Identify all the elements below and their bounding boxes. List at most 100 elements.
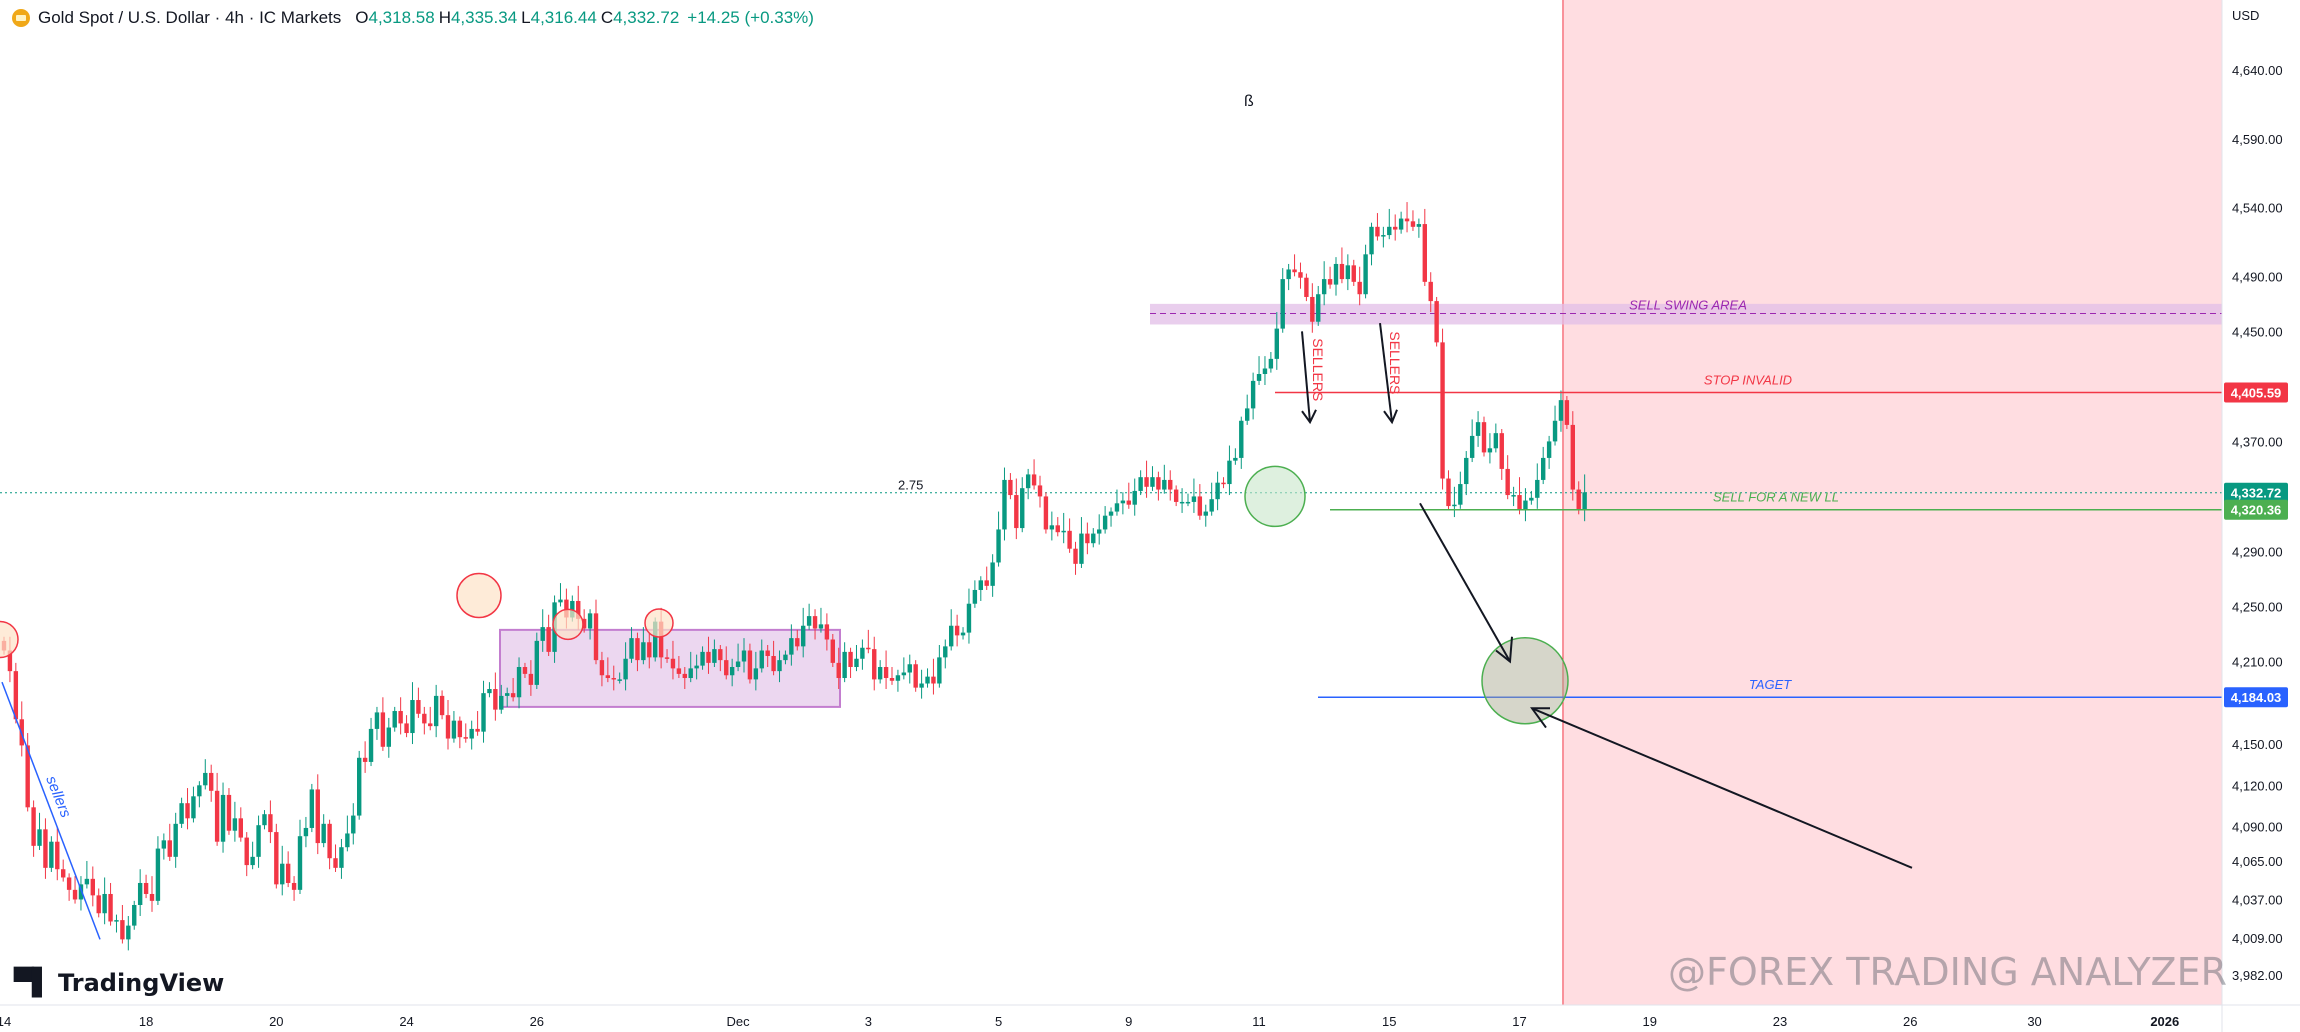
currency-label[interactable]: USD [2232, 8, 2260, 23]
candle-body [1067, 530, 1072, 549]
candle-body [516, 667, 522, 698]
candle-body [611, 678, 616, 680]
candle-body [1535, 479, 1540, 498]
swing-high-circle [552, 608, 584, 641]
candle-body [729, 667, 735, 676]
time-tick-label: 3 [865, 1014, 872, 1029]
candle-body [1245, 408, 1250, 421]
candle-body [339, 847, 344, 868]
candle-body [167, 840, 172, 857]
candle-body [1250, 380, 1256, 409]
candle-body [351, 815, 356, 834]
entry-price-tag-box [2224, 499, 2288, 520]
candle-body [1369, 226, 1374, 255]
support-circle [1244, 465, 1306, 528]
candle-body [66, 877, 72, 890]
candle-body [510, 693, 516, 698]
candle-body [842, 651, 847, 679]
candle-body [1404, 218, 1410, 222]
candle-body [439, 695, 445, 716]
candle-body [238, 818, 243, 838]
gold-coin-icon [12, 9, 30, 27]
candle-body [256, 825, 261, 857]
candle-body [280, 863, 285, 885]
candle-body [1025, 474, 1031, 489]
candle-body [315, 789, 320, 844]
candle-body [664, 657, 670, 659]
candle-body [522, 667, 528, 674]
candle-body [1393, 226, 1398, 230]
candle-body [410, 700, 415, 734]
candle-body [854, 658, 859, 668]
candle-body [1173, 489, 1179, 502]
candle-body [1387, 226, 1392, 236]
candle-body [1446, 478, 1451, 507]
candle-body [1144, 477, 1149, 487]
candle-body [1558, 400, 1564, 421]
entry-price-tag: 4,320.36 [2231, 503, 2282, 518]
candle-body [487, 689, 492, 694]
candle-body [576, 600, 581, 619]
candle-body [161, 840, 167, 849]
candle-body [445, 715, 451, 739]
candle-body [1493, 433, 1499, 449]
candle-body [883, 667, 889, 679]
candle-body [783, 654, 788, 661]
candle-body [1209, 499, 1214, 512]
candle-body [629, 638, 634, 659]
candle-body [1541, 457, 1546, 480]
candle-body [777, 660, 782, 672]
price-tick-label: 4,290.00 [2232, 544, 2283, 559]
stop-invalid-label: STOP INVALID [1704, 372, 1792, 387]
price-tick-label: 4,065.00 [2232, 854, 2283, 869]
time-tick-label: 26 [1903, 1014, 1917, 1029]
symbol-title[interactable]: Gold Spot / U.S. Dollar · 4h · IC Market… [38, 8, 342, 27]
candle-body [1132, 490, 1137, 505]
candle-body [1552, 420, 1558, 442]
candle-body [676, 668, 682, 674]
candle-body [1233, 457, 1238, 461]
candle-body [1262, 368, 1268, 375]
candle-body [463, 737, 468, 739]
candle-body [191, 796, 196, 819]
candle-body [1345, 265, 1351, 280]
candle-body [493, 689, 498, 710]
candle-body [214, 790, 220, 842]
candle-body [978, 580, 983, 590]
candle-body [1339, 263, 1345, 280]
time-tick-label: 14 [0, 1014, 11, 1029]
candle-body [114, 920, 119, 922]
candle-body [960, 632, 966, 636]
candle-body [1564, 400, 1570, 425]
candle-body [877, 667, 883, 680]
time-tick-label: 20 [269, 1014, 283, 1029]
candle-body [404, 723, 409, 734]
candle-body [954, 625, 960, 636]
time-tick-label: 9 [1125, 1014, 1132, 1029]
candle-body [587, 613, 593, 629]
candle-body [268, 814, 273, 833]
tradingview-logo[interactable]: ▀▌ TradingView [14, 968, 224, 998]
candle-body [179, 803, 184, 824]
candle-body [303, 827, 309, 837]
candle-body [203, 772, 208, 786]
low-key: L [521, 8, 531, 27]
candle-body [753, 668, 759, 680]
price-tick-label: 4,490.00 [2232, 269, 2283, 284]
open-value: 4,318.58 [368, 8, 435, 27]
high-key: H [438, 8, 451, 27]
sellers-arrow-2 [1379, 322, 1393, 423]
candle-body [581, 618, 587, 629]
candle-body [398, 711, 403, 724]
candle-body [1031, 474, 1037, 486]
swing-high-circle [0, 620, 19, 659]
candle-body [1268, 358, 1274, 369]
time-tick-label: 15 [1382, 1014, 1396, 1029]
time-tick-label: 2026 [2150, 1014, 2179, 1029]
symbol-header[interactable]: Gold Spot / U.S. Dollar · 4h · IC Market… [12, 6, 814, 30]
candle-body [1398, 218, 1404, 230]
candle-body [1428, 281, 1433, 302]
candle-body [72, 889, 78, 900]
close-value: 4,332.72 [613, 8, 680, 27]
